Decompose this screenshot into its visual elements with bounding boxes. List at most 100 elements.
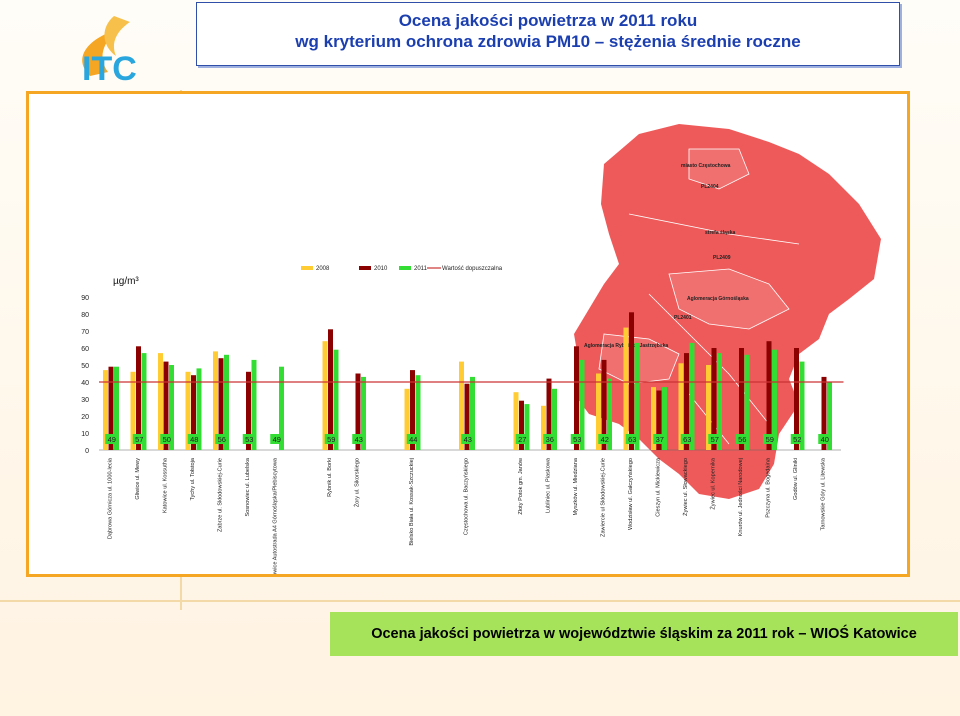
bar: [524, 404, 530, 450]
bar: [574, 346, 579, 450]
bar: [717, 353, 722, 450]
value-label: 50: [163, 435, 171, 444]
map-label-code1: PL2404: [701, 184, 719, 190]
station-label: Lubliniec ul. Piaskowa: [545, 457, 551, 513]
bar: [739, 348, 744, 450]
bar: [651, 387, 656, 450]
bar: [191, 375, 196, 450]
y-tick-label: 60: [81, 346, 89, 353]
bar: [684, 353, 689, 450]
station-label: Żywiec ul. Słowackiego: [682, 458, 689, 516]
value-label-bg: [790, 434, 804, 444]
bar: [218, 358, 224, 450]
bar: [689, 342, 695, 450]
map-label-agglo1: Aglomeracja Górnośląska: [687, 296, 749, 302]
value-label: 57: [135, 435, 143, 444]
value-label-bg: [352, 434, 366, 444]
bar: [596, 373, 601, 450]
value-label-bg: [187, 434, 201, 444]
legend-swatch: [301, 266, 313, 270]
value-label-bg: [598, 434, 612, 444]
value-label-bg: [625, 434, 639, 444]
y-tick-label: 50: [81, 363, 89, 370]
station-label: Cieszyn ul. Mickiewicza: [655, 457, 661, 517]
chart-layer: 0 10 20 30 40 50 60 70 80 90 µg/m³ 2008 2010 2011 Wart…: [81, 266, 844, 574]
value-label-bg: [160, 434, 174, 444]
bar: [772, 349, 777, 450]
bar: [169, 365, 174, 450]
value-label-bg: [132, 434, 146, 444]
y-tick-label: 30: [81, 397, 89, 404]
y-tick-label: 70: [81, 329, 89, 336]
value-label-bg: [406, 434, 420, 444]
bar: [706, 365, 711, 450]
bar: [552, 388, 557, 450]
value-label: 49: [273, 435, 281, 444]
value-label: 48: [190, 435, 198, 444]
value-label-bg: [543, 434, 557, 444]
value-label-bg: [461, 434, 475, 444]
bar: [141, 353, 147, 450]
value-label: 27: [518, 435, 526, 444]
value-label-bg: [680, 434, 694, 444]
map-label-code3: PL2401: [674, 315, 692, 321]
bar: [711, 348, 717, 450]
station-label: Częstochowa ul. Baczyńskiego: [463, 458, 469, 535]
value-label: 56: [738, 435, 746, 444]
station-label: Pszczyna ul. Bogedaina: [765, 457, 771, 518]
bar: [103, 370, 108, 450]
value-label: 43: [464, 435, 472, 444]
bar: [404, 388, 410, 450]
value-label-bg: [763, 434, 777, 444]
title-line-1: Ocena jakości powietrza w 2011 roku: [398, 11, 698, 30]
value-label-bg: [735, 434, 749, 444]
bar: [459, 361, 464, 450]
legend-swatch: [359, 266, 371, 270]
station-label: Złoty Potok gm. Janów: [518, 457, 524, 515]
value-label: 40: [821, 435, 829, 444]
value-label-bg: [570, 434, 584, 444]
station-label: Myszków ul. Miedziana: [573, 457, 579, 515]
value-label-bg: [515, 434, 529, 444]
y-tick-label: 80: [81, 312, 89, 319]
station-label: Katowice ul. Kossutha: [162, 457, 168, 513]
bar: [114, 366, 119, 450]
value-label: 53: [573, 435, 581, 444]
station-label: Zabrze ul. Skłodowskiej-Curie: [217, 458, 223, 532]
y-tick-label: 90: [81, 295, 89, 302]
y-tick-label: 0: [85, 448, 89, 455]
map-label-city: miasto Częstochowa: [681, 163, 731, 169]
value-label-bg: [242, 434, 256, 444]
bar: [579, 359, 585, 450]
bar: [130, 371, 136, 450]
station-label: Tychy ul. Tołstoja: [190, 457, 196, 500]
legend-label: 2010: [374, 266, 388, 272]
pm10-chart: miasto Częstochowa PL2404 strefa śląska …: [81, 124, 881, 574]
chart-frame: miasto Częstochowa PL2404 strefa śląska …: [26, 91, 910, 577]
bar: [246, 371, 251, 450]
bar: [744, 354, 750, 450]
station-label: Katowice Autostrada A4 Górnośląska/Plebi…: [272, 457, 278, 574]
bar: [470, 376, 475, 450]
bar: [629, 312, 634, 450]
bar: [410, 370, 415, 450]
decorative-line: [0, 600, 960, 602]
bar: [827, 382, 832, 450]
bar: [333, 349, 339, 450]
y-tick-label: 40: [81, 380, 89, 387]
bar: [415, 375, 421, 450]
bar: [361, 376, 366, 450]
station-label: Tarnowskie Góry ul. Litewska: [820, 457, 826, 530]
value-label: 52: [793, 435, 801, 444]
bar: [163, 361, 169, 450]
bar: [108, 366, 114, 450]
station-label: Żywiec ul. Kopernika: [709, 457, 716, 509]
value-label: 63: [683, 435, 691, 444]
bar: [328, 329, 333, 450]
value-label-bg: [818, 434, 832, 444]
slide-title: Ocena jakości powietrza w 2011 roku wg k…: [196, 2, 900, 66]
y-tick-label: 20: [81, 414, 89, 421]
bar: [185, 371, 191, 450]
station-label: Knurów ul. Jedności Narodowej: [738, 458, 744, 536]
value-label-bg: [708, 434, 722, 444]
